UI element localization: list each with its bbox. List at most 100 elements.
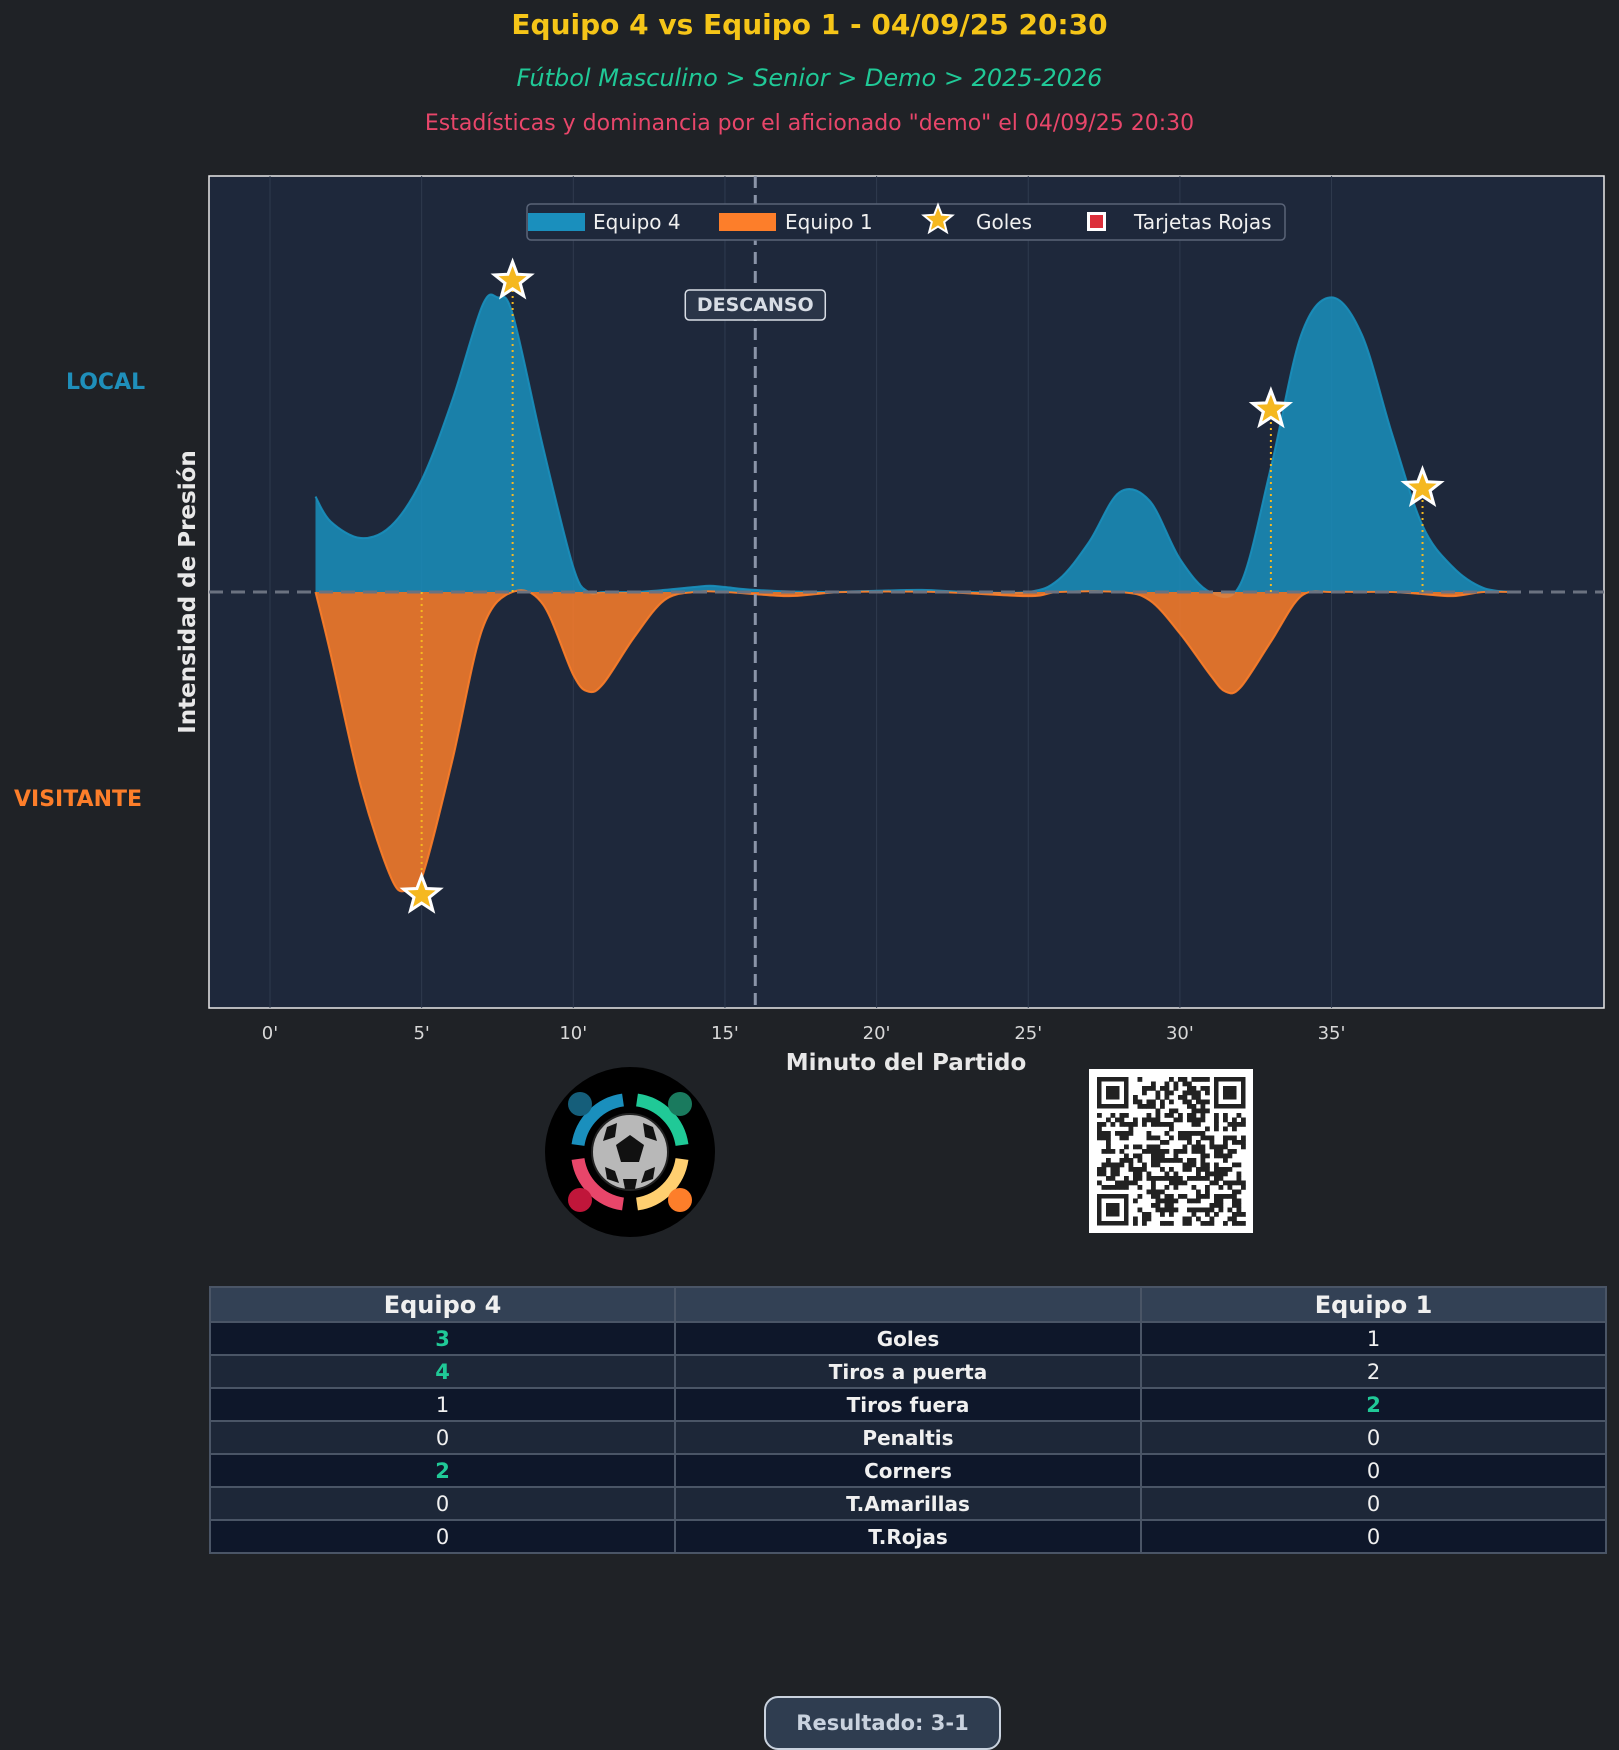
qr-module	[1200, 1194, 1206, 1199]
qr-module	[1146, 1216, 1152, 1222]
legend-swatch-home	[528, 213, 585, 231]
away-value: 0	[1140, 1519, 1607, 1554]
qr-module	[1196, 1095, 1201, 1100]
home-value: 0	[209, 1486, 676, 1521]
qr-module	[1232, 1180, 1237, 1186]
qr-module	[1209, 1180, 1215, 1186]
qr-module	[1164, 1090, 1170, 1096]
home-value: 0	[209, 1420, 676, 1455]
away-value: 2	[1140, 1354, 1607, 1389]
qr-module	[1155, 1158, 1161, 1163]
qr-module	[1097, 1135, 1102, 1141]
qr-module	[1133, 1180, 1138, 1186]
qr-module	[1227, 1122, 1233, 1127]
qr-module	[1137, 1194, 1143, 1199]
qr-module	[1205, 1189, 1210, 1195]
qr-module	[1164, 1131, 1170, 1136]
qr-module	[1205, 1077, 1210, 1082]
qr-module	[1223, 1194, 1228, 1199]
qr-module	[1160, 1104, 1165, 1109]
qr-module	[1164, 1158, 1170, 1163]
qr-module	[1241, 1212, 1246, 1217]
qr-module	[1178, 1117, 1183, 1123]
qr-module	[1151, 1117, 1156, 1123]
qr-module	[1209, 1207, 1215, 1213]
qr-module	[1214, 1117, 1219, 1123]
qr-module	[1232, 1122, 1237, 1127]
qr-module	[1115, 1180, 1120, 1186]
qr-module	[1196, 1131, 1201, 1136]
qr-module	[1151, 1189, 1156, 1195]
qr-module	[1191, 1149, 1197, 1154]
qr-module	[1155, 1162, 1161, 1168]
qr-module	[1205, 1167, 1210, 1172]
qr-module	[1097, 1122, 1102, 1127]
home-area	[315, 294, 1514, 598]
qr-module	[1187, 1216, 1192, 1222]
qr-module	[1214, 1198, 1219, 1204]
qr-module	[1142, 1221, 1147, 1226]
qr-module	[1155, 1189, 1161, 1195]
qr-module	[1196, 1189, 1201, 1195]
qr-module	[1155, 1176, 1161, 1181]
qr-module	[1151, 1194, 1156, 1199]
legend-label-home: Equipo 4	[593, 210, 681, 234]
qr-module	[1155, 1198, 1161, 1204]
qr-module	[1160, 1140, 1165, 1145]
qr-module	[1164, 1095, 1170, 1100]
qr-module	[1232, 1203, 1237, 1208]
qr-module	[1164, 1221, 1170, 1226]
qr-module	[1133, 1122, 1138, 1127]
qr-module	[1151, 1081, 1156, 1087]
qr-module	[1137, 1077, 1143, 1082]
qr-module	[1236, 1122, 1242, 1127]
qr-module	[1169, 1221, 1174, 1226]
qr-module	[1160, 1198, 1165, 1204]
qr-module	[1232, 1194, 1237, 1199]
qr-module	[1223, 1113, 1228, 1118]
qr-module	[1155, 1194, 1161, 1199]
qr-module	[1137, 1158, 1143, 1163]
qr-module	[1173, 1171, 1179, 1177]
qr-module	[1137, 1144, 1143, 1150]
qr-module	[1236, 1212, 1242, 1217]
legend-label-goals: Goles	[976, 210, 1032, 234]
qr-module	[1191, 1131, 1197, 1136]
qr-module	[1223, 1171, 1228, 1177]
qr-module	[1200, 1144, 1206, 1150]
qr-module	[1146, 1149, 1152, 1154]
qr-module	[1196, 1216, 1201, 1222]
qr-module	[1155, 1153, 1161, 1159]
qr-module	[1187, 1086, 1192, 1091]
qr-module	[1124, 1131, 1129, 1136]
qr-module	[1200, 1207, 1206, 1213]
halftime-box	[684, 289, 827, 321]
qr-module	[1191, 1185, 1197, 1190]
legend-goal-star-icon	[921, 202, 955, 235]
metric-label: Tiros fuera	[674, 1387, 1142, 1422]
qr-module	[1169, 1207, 1174, 1213]
result-badge: Resultado: 3-1	[764, 1696, 1001, 1750]
qr-module	[1169, 1203, 1174, 1208]
goal-markers	[399, 257, 1445, 914]
qr-module	[1209, 1171, 1215, 1177]
qr-module	[1191, 1158, 1197, 1163]
goal-lines	[420, 280, 1424, 895]
home-value: 3	[209, 1321, 676, 1356]
qr-module	[1214, 1122, 1219, 1127]
qr-module	[1178, 1135, 1183, 1141]
qr-module	[1232, 1117, 1237, 1123]
local-label: LOCAL	[66, 370, 146, 395]
goal-star-icon	[1248, 386, 1294, 429]
qr-module	[1205, 1194, 1210, 1199]
qr-module	[1241, 1117, 1246, 1123]
qr-module	[1196, 1140, 1201, 1145]
qr-module	[1160, 1207, 1165, 1213]
qr-module	[1160, 1149, 1165, 1154]
qr-module	[1133, 1167, 1138, 1172]
qr-module	[1241, 1180, 1246, 1186]
qr-module	[1155, 1117, 1161, 1123]
qr-module	[1142, 1149, 1147, 1154]
qr-module	[1218, 1203, 1224, 1208]
stats-header-row: Equipo 4 Equipo 1	[209, 1286, 1607, 1323]
